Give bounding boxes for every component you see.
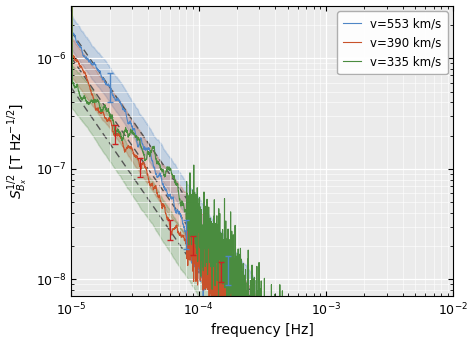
Line: v=553 km/s: v=553 km/s [71, 0, 454, 343]
Line: v=390 km/s: v=390 km/s [71, 0, 454, 343]
v=553 km/s [231, 308, 237, 312]
Y-axis label: $S_{B_x}^{1/2}$ [T Hz$^{-1/2}$]: $S_{B_x}^{1/2}$ [T Hz$^{-1/2}$] [6, 103, 30, 199]
X-axis label: frequency [Hz]: frequency [Hz] [211, 323, 314, 338]
v=390 km/s [135, 156, 140, 161]
v=553 km/s [112, 96, 118, 100]
v=335 km/s [135, 138, 140, 142]
Line: v=335 km/s: v=335 km/s [71, 0, 454, 343]
v=335 km/s [231, 257, 237, 261]
v=553 km/s [215, 293, 220, 297]
v=390 km/s [112, 132, 118, 136]
v=390 km/s [215, 276, 220, 280]
v=553 km/s [135, 144, 140, 148]
v=335 km/s [112, 130, 118, 134]
v=335 km/s [215, 239, 220, 243]
Legend: v=553 km/s, v=390 km/s, v=335 km/s: v=553 km/s, v=390 km/s, v=335 km/s [337, 11, 447, 74]
v=390 km/s [231, 301, 237, 305]
